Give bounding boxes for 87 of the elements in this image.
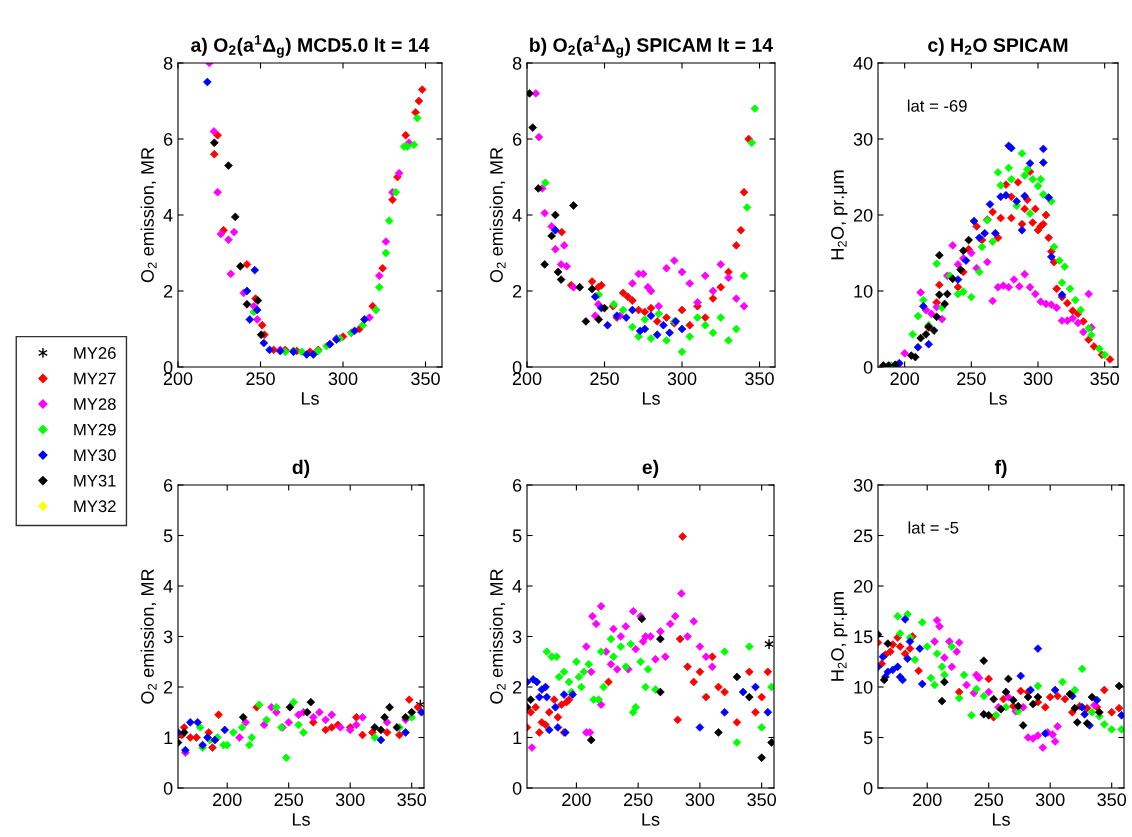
x-tick-label: 300	[1023, 372, 1053, 386]
y-tick-label: 5	[863, 731, 873, 745]
x-tick-label: 200	[163, 372, 193, 386]
x-tick-label: 350	[745, 372, 774, 386]
y-tick-label: 5	[163, 529, 173, 543]
x-tick-label: 250	[590, 372, 619, 386]
x-tick-label: 250	[957, 372, 986, 386]
y-tick-label: 6	[513, 478, 522, 492]
x-tick-label: 200	[562, 793, 591, 807]
y-tick-label: 40	[853, 56, 873, 70]
y-axis-title: H$_{2}$O, pr.μm	[831, 170, 848, 260]
x-axis-title: Ls	[301, 392, 319, 405]
y-tick-label: 6	[164, 478, 173, 492]
legend-label: MY26	[74, 347, 116, 359]
x-axis-title: Ls	[642, 392, 660, 405]
chart-title: c) H$_{2}$O SPICAM	[928, 37, 1068, 56]
y-tick-label: 10	[854, 284, 873, 298]
y-tick-label: 0	[512, 360, 522, 374]
y-tick-label: 25	[853, 529, 873, 543]
legend-label: MY30	[74, 449, 116, 462]
y-tick-label: 10	[854, 680, 873, 694]
x-tick-label: 300	[328, 372, 358, 386]
y-tick-label: 6	[164, 132, 173, 146]
y-tick-label: 3	[163, 630, 173, 644]
y-axis-title: O$_{2}$ emission, MR	[489, 147, 506, 283]
legend-label: MY28	[74, 398, 116, 410]
x-axis-title: Ls	[642, 813, 660, 826]
y-tick-label: 4	[163, 209, 173, 222]
y-axis-title: H$_{2}$O, pr.μm	[831, 592, 848, 681]
x-tick-label: 250	[274, 793, 304, 807]
legend-label: MY27	[74, 372, 116, 385]
x-tick-label: 350	[1090, 372, 1120, 386]
y-tick-label: 0	[163, 781, 173, 795]
x-tick-label: 350	[747, 793, 777, 807]
y-tick-label: 1	[164, 731, 173, 745]
y-tick-label: 2	[164, 680, 173, 694]
y-tick-label: 2	[513, 680, 522, 694]
legend-label: MY29	[74, 423, 116, 436]
y-tick-label: 30	[853, 132, 873, 146]
chart-title: d)	[292, 459, 310, 478]
x-axis-title: Ls	[292, 813, 310, 826]
y-tick-label: 2	[513, 284, 522, 298]
x-axis-title: Ls	[992, 813, 1010, 826]
x-tick-label: 200	[890, 372, 920, 386]
x-tick-label: 300	[1035, 793, 1065, 807]
y-tick-label: 3	[512, 630, 522, 644]
x-tick-label: 200	[213, 793, 242, 807]
chart-title: f)	[994, 459, 1007, 478]
x-tick-label: 350	[411, 372, 440, 386]
y-tick-label: 2	[164, 284, 173, 298]
chart-title: e)	[642, 459, 659, 478]
annotation: lat = -5	[908, 521, 959, 534]
y-tick-label: 0	[512, 781, 522, 795]
y-tick-label: 4	[163, 580, 173, 593]
x-tick-label: 300	[667, 372, 697, 386]
y-tick-label: 4	[512, 209, 522, 222]
y-tick-label: 8	[512, 56, 522, 70]
x-tick-label: 200	[512, 372, 542, 386]
y-tick-label: 15	[854, 630, 873, 644]
x-tick-label: 250	[624, 793, 653, 807]
x-tick-label: 350	[397, 793, 427, 807]
y-tick-label: 30	[853, 478, 873, 492]
x-axis-title: Ls	[989, 392, 1007, 405]
legend-label: MY31	[74, 474, 116, 487]
y-tick-label: 8	[163, 56, 173, 70]
y-tick-label: 20	[853, 579, 873, 593]
x-tick-label: 300	[335, 793, 365, 807]
y-tick-label: 5	[512, 529, 522, 543]
y-tick-label: 4	[512, 580, 522, 593]
annotation: lat = -69	[907, 99, 967, 112]
y-tick-label: 0	[163, 360, 173, 374]
x-tick-label: 300	[685, 793, 715, 807]
y-tick-label: 20	[853, 208, 873, 222]
y-tick-label: 0	[863, 781, 873, 795]
x-tick-label: 250	[974, 793, 1004, 807]
y-axis-title: O$_{2}$ emission, MR	[140, 569, 157, 704]
chart-title: b) O$_{2}$(a$^{1}$Δ$_{g}$) SPICAM lt = 14	[530, 35, 773, 58]
legend-label: MY32	[74, 500, 116, 513]
x-tick-label: 250	[246, 372, 275, 386]
y-tick-label: 1	[513, 731, 522, 745]
chart-title: a) O$_{2}$(a$^{1}$Δ$_{g}$) MCD5.0 lt = 14	[191, 35, 430, 58]
y-tick-label: 6	[513, 132, 522, 146]
x-tick-label: 200	[913, 793, 942, 807]
y-tick-label: 0	[863, 360, 873, 374]
x-tick-label: 350	[1097, 793, 1127, 807]
y-axis-title: O$_{2}$ emission, MR	[140, 147, 157, 283]
y-axis-title: O$_{2}$ emission, MR	[489, 569, 506, 704]
